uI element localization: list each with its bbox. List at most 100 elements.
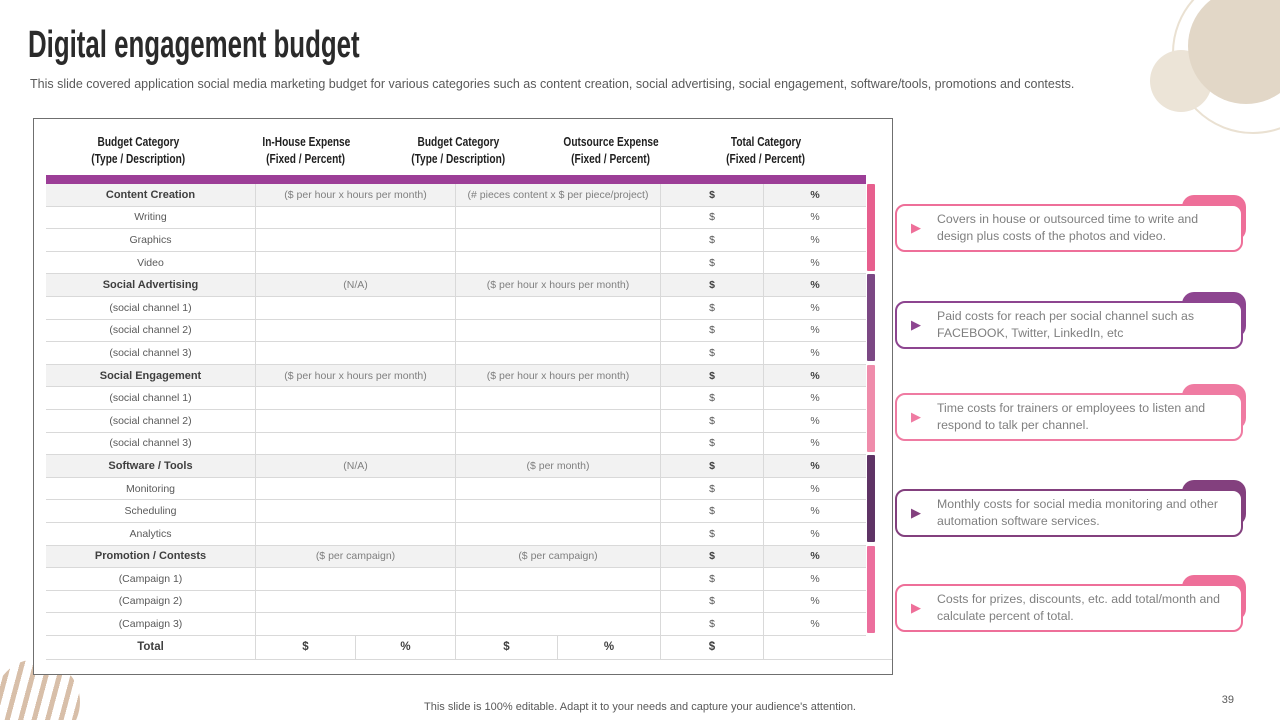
table-cell [256, 590, 456, 613]
table-cell: % [810, 437, 820, 450]
table-cell [256, 229, 456, 251]
section-accent-bar-promotion-contests [867, 545, 875, 633]
table-cell [256, 500, 456, 522]
table-cell: $ [661, 206, 764, 229]
table-cell: ($ per month) [456, 455, 661, 477]
table-cell: $ [661, 319, 764, 342]
table-row-item: (social channel 2) $% [46, 409, 866, 433]
play-arrow-icon: ▶ [911, 409, 921, 425]
table-row-item: Monitoring $% [46, 477, 866, 501]
section-accent-bar-social-advertising [867, 274, 875, 362]
callout-box: ▶ Monthly costs for social media monitori… [895, 489, 1243, 537]
slide-subtitle: This slide covered application social me… [30, 77, 1075, 91]
table-row-item: (social channel 3) $% [46, 432, 866, 456]
table-row-section: Content Creation ($ per hour x hours per … [46, 184, 866, 207]
table-cell: Scheduling [46, 500, 256, 522]
play-arrow-icon: ▶ [911, 220, 921, 236]
section-accent-bar-social-engagement [867, 364, 875, 452]
table-cell: (social channel 2) [46, 409, 256, 432]
table-cell [456, 432, 661, 455]
table-cell: % [558, 635, 661, 659]
table-cell [256, 319, 456, 342]
table-cell [256, 409, 456, 432]
table-cell: Content Creation [46, 184, 256, 206]
table-cell: % [356, 635, 456, 659]
table-cell [456, 500, 661, 522]
table-cell: ($ per hour x hours per month) [456, 364, 661, 387]
play-arrow-icon: ▶ [911, 505, 921, 521]
table-cell [456, 590, 661, 613]
table-cell: $ [456, 635, 558, 659]
table-cell: ($ per campaign) [456, 545, 661, 568]
table-cell: % [810, 369, 820, 382]
table-cell: (# pieces content x $ per piece/project) [456, 184, 661, 206]
budget-table: Budget Category (Type / Description) In-… [33, 118, 893, 675]
callout: ▶ Time costs for trainers or employees to… [895, 384, 1246, 441]
table-cell: $ [661, 409, 764, 432]
table-cell [256, 206, 456, 229]
table-cell: % [810, 618, 820, 631]
section-accent-bar-software-tools [867, 455, 875, 543]
table-cell [456, 296, 661, 319]
header-accent-bar [46, 175, 866, 184]
play-arrow-icon: ▶ [911, 317, 921, 333]
table-cell: % [810, 595, 820, 608]
table-cell: $ [661, 364, 764, 387]
table-cell [456, 613, 661, 635]
table-cell: (Campaign 3) [46, 613, 256, 635]
callout: ▶ Covers in house or outsourced time to w… [895, 195, 1246, 252]
table-cell: % [810, 233, 820, 246]
table-cell [456, 568, 661, 590]
table-cell: $ [661, 184, 764, 206]
callout-box: ▶ Costs for prizes, discounts, etc. add t… [895, 584, 1243, 632]
table-cell [256, 251, 456, 274]
table-cell: Monitoring [46, 477, 256, 500]
table-cell: Video [46, 251, 256, 274]
table-row-item: (social channel 1) $% [46, 387, 866, 410]
table-header-cell: Outsource Expense (Fixed / Percent) [563, 134, 659, 166]
table-row-item: Writing $% [46, 206, 866, 230]
callout-text: Covers in house or outsourced time to wr… [937, 212, 1199, 243]
table-cell [456, 251, 661, 274]
table-cell: (social channel 3) [46, 432, 256, 455]
table-row-item: (Campaign 2) $% [46, 590, 866, 614]
table-cell: (N/A) [256, 455, 456, 477]
table-row-item: (Campaign 1) $% [46, 568, 866, 591]
table-cell [456, 522, 661, 545]
callout: ▶ Monthly costs for social media monitori… [895, 480, 1246, 537]
table-cell: ($ per hour x hours per month) [256, 364, 456, 387]
table-row-section: Promotion / Contests ($ per campaign) ($ p… [46, 545, 866, 569]
table-cell: Total [46, 635, 256, 659]
table-cell [456, 477, 661, 500]
table-cell [764, 636, 866, 659]
table-cell: % [810, 550, 820, 563]
table-cell: (N/A) [256, 274, 456, 296]
table-cell: $ [661, 500, 764, 522]
table-cell: $ [661, 522, 764, 545]
table-cell: % [810, 188, 820, 201]
table-row-item: (social channel 1) $% [46, 296, 866, 320]
table-cell: % [810, 324, 820, 337]
table-cell: $ [661, 455, 764, 477]
callout: ▶ Paid costs for reach per social channel… [895, 292, 1246, 349]
callout-box: ▶ Covers in house or outsourced time to w… [895, 204, 1243, 252]
table-cell: (Campaign 1) [46, 568, 256, 590]
table-cell: $ [661, 387, 764, 409]
table-cell: $ [661, 613, 764, 635]
table-cell [256, 522, 456, 545]
table-row-item: (social channel 3) $% [46, 342, 866, 365]
table-cell [456, 206, 661, 229]
table-cell: $ [661, 432, 764, 455]
page-title: Digital engagement budget [28, 24, 360, 66]
table-header-row: Budget Category (Type / Description) In-… [46, 127, 866, 175]
table-cell: % [810, 527, 820, 540]
callout-text: Monthly costs for social media monitorin… [937, 497, 1218, 528]
table-cell [256, 387, 456, 409]
table-cell: % [810, 482, 820, 495]
table-row-item: (Campaign 3) $% [46, 613, 866, 636]
callout-text: Costs for prizes, discounts, etc. add to… [937, 592, 1220, 623]
table-cell: (social channel 1) [46, 296, 256, 319]
table-cell: $ [661, 545, 764, 568]
table-cell [456, 319, 661, 342]
